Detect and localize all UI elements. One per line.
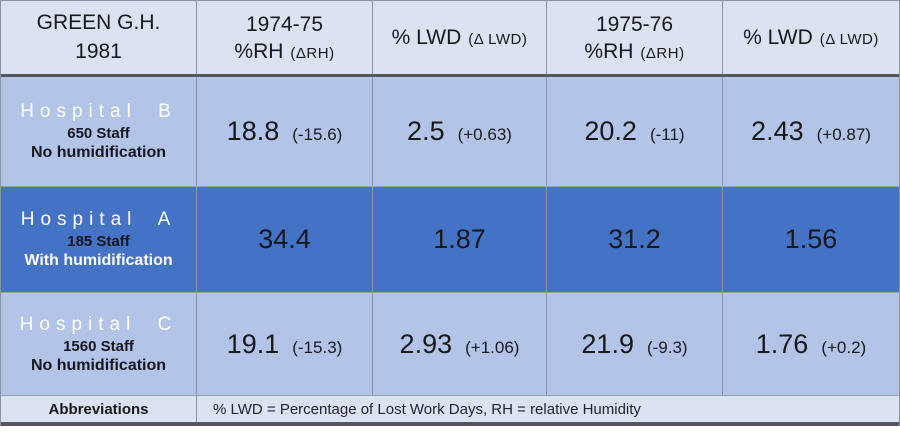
rh-delta: (-9.3) xyxy=(646,337,688,357)
rh-label: %RH xyxy=(584,39,634,63)
staff-count: 650 Staff xyxy=(67,125,130,142)
cell-rh-1974-75: 34.4 xyxy=(197,187,373,292)
cell-rh-1975-76: 20.2 (-11) xyxy=(547,77,723,186)
lwd-delta: (+0.87) xyxy=(816,125,871,144)
header-year-1975-76: 1975-76 xyxy=(595,13,674,37)
lwd-value: 1.56 xyxy=(784,224,838,254)
row-label-hospital-c: Hospital C 1560 Staff No humidification xyxy=(1,293,197,395)
table-row-hospital-c: Hospital C 1560 Staff No humidification … xyxy=(1,293,899,396)
table-footer-row: Abbreviations % LWD = Percentage of Lost… xyxy=(1,396,899,426)
header-cell-study: GREEN G.H. 1981 xyxy=(1,1,197,74)
rh-value: 19.1 xyxy=(226,328,280,359)
cell-lwd-1974-75: 2.5 (+0.63) xyxy=(373,77,547,186)
humidification-status: No humidification xyxy=(30,144,167,161)
lwd-value: 1.87 xyxy=(433,224,486,254)
abbreviations-text: % LWD = Percentage of Lost Work Days, RH… xyxy=(213,400,641,418)
delta-lwd-label: (Δ LWD) xyxy=(468,30,528,48)
rh-delta: (-11) xyxy=(649,125,685,144)
lwd-value: 1.76 xyxy=(755,328,809,359)
rh-value: 21.9 xyxy=(581,328,634,359)
hospital-name: Hospital C xyxy=(19,313,178,335)
delta-rh-label: (ΔRH) xyxy=(290,44,335,62)
header-year-1974-75: 1974-75 xyxy=(245,13,324,37)
study-title-line2: 1981 xyxy=(75,39,122,63)
study-title-line1: GREEN G.H. xyxy=(36,11,161,35)
cell-lwd-1975-76: 1.76 (+0.2) xyxy=(723,293,899,395)
table-header-row: GREEN G.H. 1981 1974-75 %RH (ΔRH) % LWD … xyxy=(1,1,899,77)
lwd-value: 2.93 xyxy=(399,328,453,359)
hospital-name: Hospital A xyxy=(20,209,177,230)
humidification-status: No humidification xyxy=(30,356,167,374)
staff-count: 1560 Staff xyxy=(63,337,134,355)
hospital-name: Hospital B xyxy=(20,101,177,122)
rh-value: 20.2 xyxy=(584,116,637,146)
rh-delta: (-15.3) xyxy=(292,337,343,357)
cell-lwd-1974-75: 2.93 (+1.06) xyxy=(373,293,547,395)
header-cell-rh-1975-76: 1975-76 %RH (ΔRH) xyxy=(547,1,723,74)
cell-rh-1975-76: 31.2 xyxy=(547,187,723,292)
delta-rh-label: (ΔRH) xyxy=(640,44,685,62)
row-label-hospital-b: Hospital B 650 Staff No humidification xyxy=(1,77,197,186)
lwd-label: % LWD xyxy=(391,25,462,49)
abbreviations-label: Abbreviations xyxy=(48,400,149,418)
footer-text-cell: % LWD = Percentage of Lost Work Days, RH… xyxy=(197,396,899,422)
lwd-delta: (+0.2) xyxy=(821,337,867,357)
delta-lwd-label: (Δ LWD) xyxy=(819,30,879,48)
lwd-label: % LWD xyxy=(743,25,813,49)
table-row-hospital-a: Hospital A 185 Staff With humidification… xyxy=(1,187,899,293)
rh-delta: (-15.6) xyxy=(292,125,343,144)
rh-label: %RH xyxy=(234,39,284,63)
footer-label-cell: Abbreviations xyxy=(1,396,197,422)
header-lwd-label-1975-76: % LWD (Δ LWD) xyxy=(743,26,879,50)
rh-value: 18.8 xyxy=(226,116,280,146)
humidification-status: With humidification xyxy=(24,252,173,269)
staff-count: 185 Staff xyxy=(67,233,130,250)
cell-rh-1975-76: 21.9 (-9.3) xyxy=(547,293,723,395)
lwd-delta: (+1.06) xyxy=(465,337,520,357)
study-table: GREEN G.H. 1981 1974-75 %RH (ΔRH) % LWD … xyxy=(0,0,900,426)
cell-lwd-1974-75: 1.87 xyxy=(373,187,547,292)
header-cell-lwd-1974-75: % LWD (Δ LWD) xyxy=(373,1,547,74)
row-label-hospital-a: Hospital A 185 Staff With humidification xyxy=(1,187,197,292)
header-rh-label-1975-76: %RH (ΔRH) xyxy=(584,40,684,64)
cell-lwd-1975-76: 1.56 xyxy=(723,187,899,292)
rh-value: 34.4 xyxy=(258,224,311,254)
header-lwd-label-1974-75: % LWD (Δ LWD) xyxy=(392,26,528,50)
lwd-value: 2.5 xyxy=(407,116,445,146)
rh-value: 31.2 xyxy=(608,224,661,254)
lwd-value: 2.43 xyxy=(751,116,804,146)
cell-rh-1974-75: 19.1 (-15.3) xyxy=(197,293,373,395)
header-cell-rh-1974-75: 1974-75 %RH (ΔRH) xyxy=(197,1,373,74)
lwd-delta: (+0.63) xyxy=(457,125,512,144)
header-rh-label-1974-75: %RH (ΔRH) xyxy=(234,40,334,64)
table-row-hospital-b: Hospital B 650 Staff No humidification 1… xyxy=(1,77,899,187)
cell-lwd-1975-76: 2.43 (+0.87) xyxy=(723,77,899,186)
header-cell-lwd-1975-76: % LWD (Δ LWD) xyxy=(723,1,899,74)
cell-rh-1974-75: 18.8 (-15.6) xyxy=(197,77,373,186)
